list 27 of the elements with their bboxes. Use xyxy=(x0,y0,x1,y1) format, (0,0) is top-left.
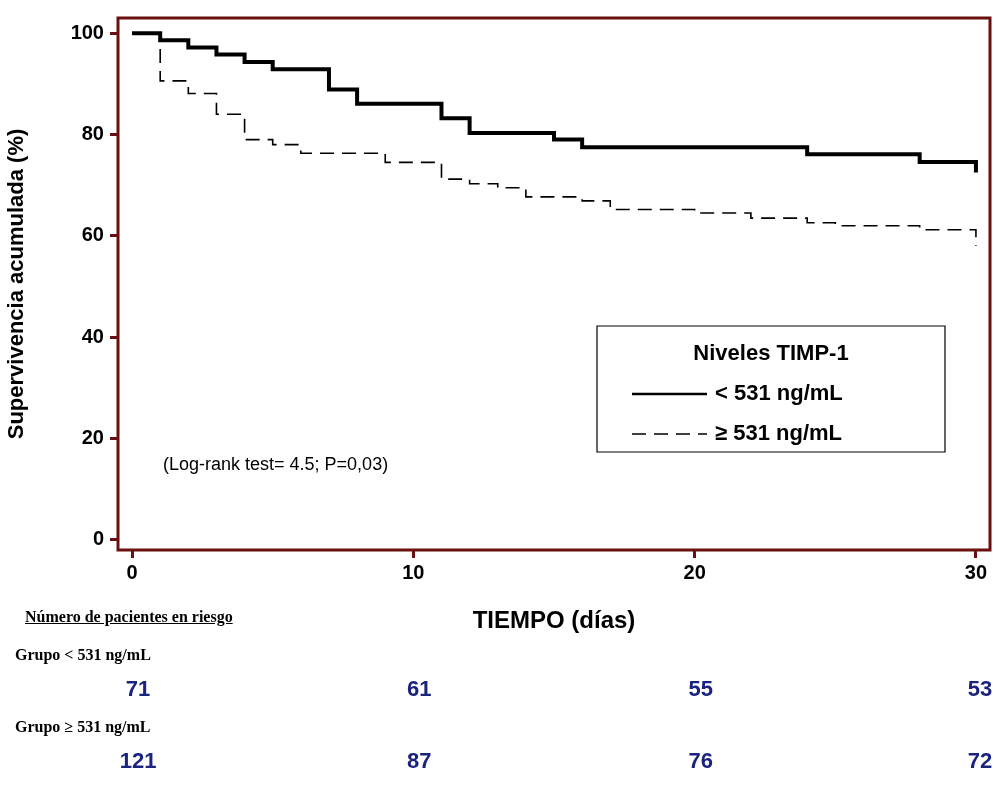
x-tick-label: 30 xyxy=(964,560,988,583)
y-tick-label: 60 xyxy=(81,223,104,246)
text: Número de pacientes en riesgo xyxy=(25,608,233,626)
text: 53 xyxy=(967,676,993,702)
y-tick-label: 40 xyxy=(81,324,104,347)
text: 76 xyxy=(688,748,713,774)
annotation: (Log-rank test= 4.5; P=0,03) xyxy=(163,453,389,474)
text: 121 xyxy=(119,748,157,774)
y-axis-title: Supervivencia acumulada (%) xyxy=(3,128,29,440)
x-tick-label: 20 xyxy=(683,560,706,583)
legend-label: < 531 ng/mL xyxy=(715,380,843,406)
x-tick-label: 10 xyxy=(402,560,425,583)
text: 87 xyxy=(407,748,432,774)
text: Grupo ≥ 531 ng/mL xyxy=(15,718,151,736)
text: 72 xyxy=(967,748,993,774)
y-tick-label: 0 xyxy=(92,527,104,550)
text: Grupo < 531 ng/mL xyxy=(15,646,151,664)
text: 55 xyxy=(688,676,713,702)
legend-title: Niveles TIMP-1 xyxy=(693,340,849,366)
y-tick-label: 100 xyxy=(70,20,104,43)
y-tick-label: 80 xyxy=(81,122,104,145)
x-tick-label: 0 xyxy=(126,560,138,583)
legend-label: ≥ 531 ng/mL xyxy=(715,420,842,446)
y-tick-label: 20 xyxy=(81,426,104,449)
x-axis-title: TIEMPO (días) xyxy=(472,606,636,634)
text: 61 xyxy=(407,676,432,702)
text: 71 xyxy=(125,676,151,702)
